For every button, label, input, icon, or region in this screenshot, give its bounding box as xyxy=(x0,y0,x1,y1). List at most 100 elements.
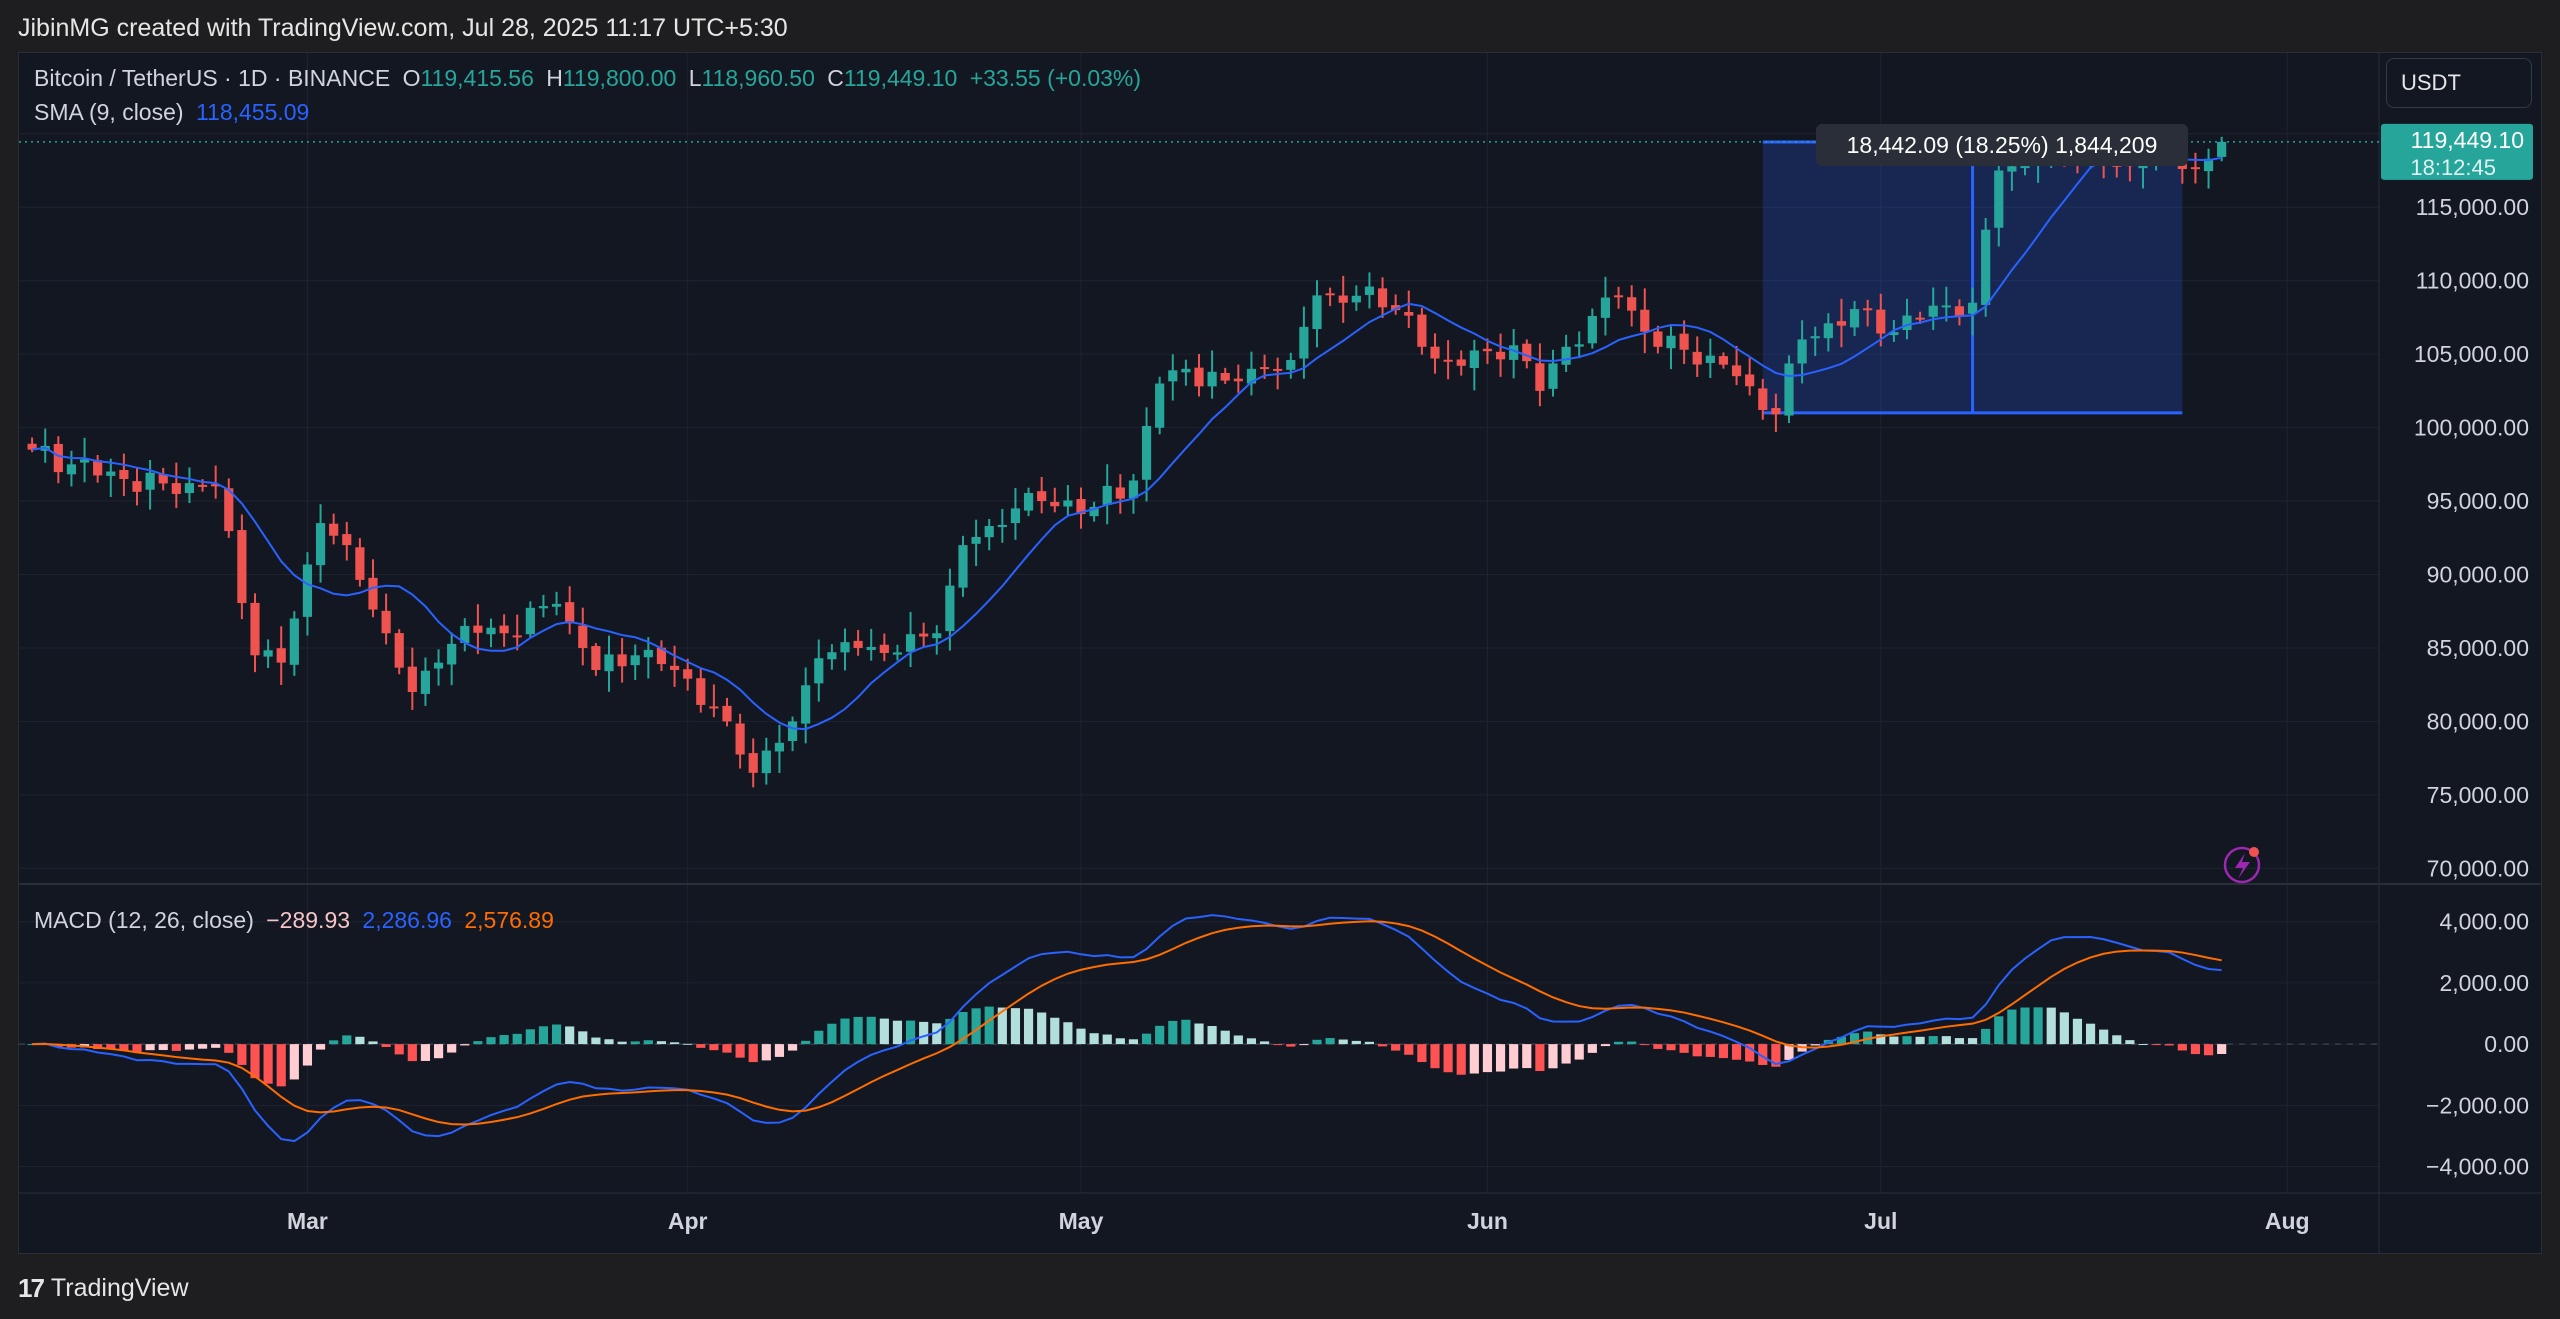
macd-histogram-bar xyxy=(1653,1044,1663,1049)
candle-body xyxy=(1050,501,1060,507)
candle-body xyxy=(1023,493,1034,511)
sma-legend[interactable]: SMA (9, close) 118,455.09 xyxy=(34,99,315,126)
candle-body xyxy=(368,577,378,610)
candle-body xyxy=(1299,326,1309,359)
candle-body xyxy=(1745,374,1755,387)
macd-histogram-bar xyxy=(1220,1030,1230,1045)
macd-histogram-bar xyxy=(2151,1044,2161,1046)
candle-body xyxy=(2217,141,2227,157)
measure-label-box xyxy=(1816,124,2188,166)
sma-value: 118,455.09 xyxy=(195,99,310,125)
time-axis-label: Mar xyxy=(287,1208,328,1234)
candle-body xyxy=(1430,346,1440,359)
candle-body xyxy=(1548,363,1558,389)
candle-body xyxy=(447,643,457,665)
macd-axis-label: 2,000.00 xyxy=(2439,970,2529,996)
candle-body xyxy=(1482,348,1493,352)
macd-histogram-bar xyxy=(853,1016,863,1045)
time-axis-label: Jul xyxy=(1864,1208,1897,1234)
candle-body xyxy=(1902,315,1912,330)
macd-histogram-bar xyxy=(276,1044,286,1087)
candle-body xyxy=(512,635,522,638)
candle-body xyxy=(1037,491,1047,502)
macd-histogram-bar xyxy=(1010,1008,1021,1045)
macd-axis-label: 4,000.00 xyxy=(2439,909,2529,935)
macd-histogram-bar xyxy=(512,1033,522,1045)
time-axis-label: May xyxy=(1059,1208,1104,1234)
macd-histogram-bar xyxy=(1679,1044,1689,1053)
macd-histogram-bar xyxy=(368,1041,378,1045)
macd-histogram-bar xyxy=(1338,1039,1348,1045)
candle-body xyxy=(1115,487,1125,499)
time-axis-label: Jun xyxy=(1467,1208,1508,1234)
candle-body xyxy=(997,524,1007,528)
currency-unit-label: USDT xyxy=(2401,70,2461,95)
macd-signal-value: 2,576.89 xyxy=(464,907,554,933)
macd-histogram-bar xyxy=(1364,1041,1375,1045)
candle-body xyxy=(263,650,273,657)
macd-histogram-bar xyxy=(1023,1008,1034,1045)
high-label: H xyxy=(546,65,563,91)
macd-histogram-bar xyxy=(2085,1023,2096,1045)
candle-body xyxy=(1194,367,1204,387)
macd-histogram-bar xyxy=(1836,1036,1847,1045)
candle-body xyxy=(1679,333,1689,350)
macd-histogram-bar xyxy=(617,1041,627,1045)
macd-histogram-bar xyxy=(709,1044,719,1051)
bar-countdown: 18:12:45 xyxy=(2410,155,2496,180)
candle-body xyxy=(1063,500,1073,507)
candle-body xyxy=(905,634,916,652)
macd-legend[interactable]: MACD (12, 26, close) −289.93 2,286.96 2,… xyxy=(34,907,560,934)
macd-histogram-bar xyxy=(1941,1036,1951,1045)
macd-histogram-bar xyxy=(1849,1033,1860,1045)
chart-panel[interactable]: 120,000.00115,000.00110,000.00105,000.00… xyxy=(18,52,2542,1254)
macd-histogram-bar xyxy=(2125,1040,2135,1045)
open-value: 119,415.56 xyxy=(420,65,534,91)
candle-body xyxy=(237,530,247,604)
candle-body xyxy=(2203,158,2214,172)
candle-body xyxy=(1220,372,1230,381)
macd-histogram-bar xyxy=(1640,1044,1650,1046)
macd-histogram-bar xyxy=(761,1044,771,1061)
candle-body xyxy=(1640,309,1650,332)
measure-label: 18,442.09 (18.25%) 1,844,209 xyxy=(1847,132,2158,158)
candle-body xyxy=(892,652,903,655)
candle-body xyxy=(1259,367,1270,370)
candle-body xyxy=(2020,166,2030,169)
macd-histogram-bar xyxy=(197,1044,208,1049)
macd-histogram-bar xyxy=(1391,1044,1401,1051)
candle-body xyxy=(1876,309,1886,334)
candle-body xyxy=(1849,309,1860,328)
macd-histogram-bar xyxy=(2020,1007,2030,1045)
macd-histogram-bar xyxy=(1771,1044,1781,1067)
candle-body xyxy=(1941,305,1951,308)
macd-histogram-bar xyxy=(643,1040,653,1045)
macd-line-value: 2,286.96 xyxy=(362,907,452,933)
macd-histogram-bar xyxy=(433,1044,444,1059)
candle-body xyxy=(1967,302,1978,314)
macd-histogram-bar xyxy=(578,1031,588,1045)
candle-body xyxy=(551,603,562,607)
macd-histogram-bar xyxy=(919,1021,929,1045)
macd-histogram-bar xyxy=(1600,1044,1611,1047)
macd-histogram-bar xyxy=(447,1044,457,1053)
last-price-badge xyxy=(2381,123,2533,180)
macd-histogram-bar xyxy=(1168,1020,1178,1045)
footer[interactable]: 17 TradingView xyxy=(18,1270,189,1306)
candle-body xyxy=(932,633,942,639)
macd-histogram-bar xyxy=(2112,1035,2122,1045)
candle-body xyxy=(1325,293,1335,296)
macd-histogram-bar xyxy=(1574,1044,1584,1060)
macd-histogram-bar xyxy=(604,1039,614,1045)
macd-histogram-bar xyxy=(1377,1044,1388,1047)
macd-histogram-bar xyxy=(696,1044,706,1048)
macd-histogram-bar xyxy=(106,1044,116,1050)
macd-histogram-bar xyxy=(237,1044,247,1065)
candle-body xyxy=(1469,350,1479,368)
currency-unit-selector[interactable]: USDT xyxy=(2386,58,2532,108)
macd-histogram-bar xyxy=(132,1044,142,1053)
macd-histogram-bar xyxy=(1718,1044,1729,1059)
candle-body xyxy=(197,484,208,487)
candle-body xyxy=(565,602,575,624)
price-chart[interactable]: 120,000.00115,000.00110,000.00105,000.00… xyxy=(19,53,2541,1253)
